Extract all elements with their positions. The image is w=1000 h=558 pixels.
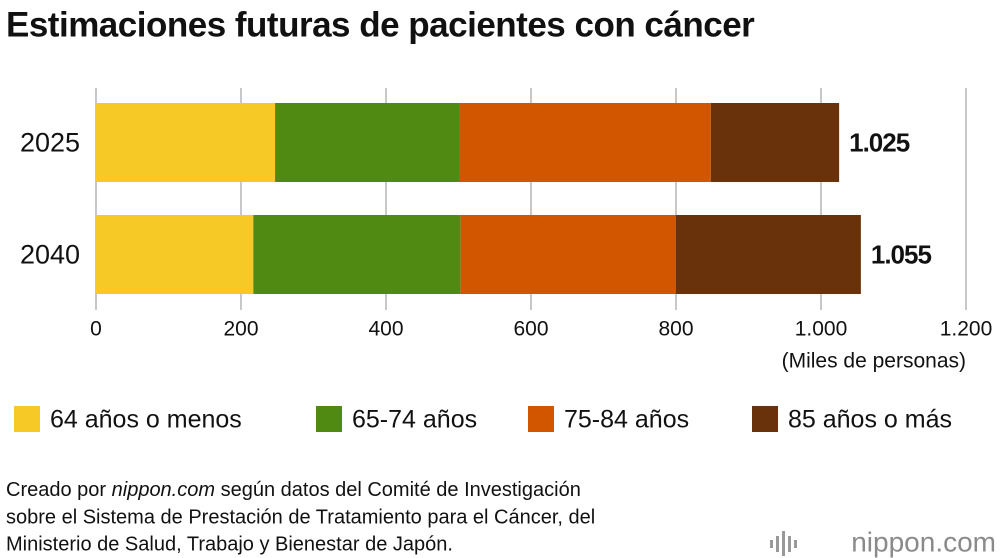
footer-line: sobre el Sistema de Prestación de Tratam… — [6, 506, 595, 528]
bar-segment — [96, 215, 254, 294]
x-axis-label: (Miles de personas) — [782, 350, 966, 373]
footer-text: según datos del Comité de Investigación — [215, 479, 581, 501]
bar-segment — [275, 103, 460, 182]
chart-title: Estimaciones futuras de pacientes con cá… — [6, 5, 755, 44]
bar-segment — [676, 215, 861, 294]
legend-label: 75-84 años — [564, 406, 689, 434]
legend-label: 64 años o menos — [50, 406, 242, 434]
y-tick-label: 2040 — [20, 240, 80, 270]
logo: nippon.com — [851, 526, 996, 557]
x-tick-label: 600 — [513, 318, 548, 341]
bar-segment — [253, 215, 461, 294]
legend-label: 85 años o más — [788, 406, 952, 434]
footer-text: nippon.com — [112, 479, 215, 501]
bar-segment — [710, 103, 840, 182]
footer-line: Creado por nippon.com según datos del Co… — [6, 479, 581, 501]
bar-segment — [96, 103, 276, 182]
x-tick-label: 0 — [90, 318, 102, 341]
bar-segment — [459, 103, 711, 182]
legend-swatch — [14, 406, 40, 432]
x-tick-label: 200 — [223, 318, 258, 341]
footer-text: Creado por — [6, 479, 112, 501]
x-tick-label: 800 — [658, 318, 693, 341]
legend-swatch — [752, 406, 778, 432]
total-label: 1.025 — [849, 127, 910, 157]
total-label: 1.055 — [871, 239, 932, 269]
legend-swatch — [528, 406, 554, 432]
logo-icon — [770, 531, 797, 556]
x-tick-label: 1.000 — [795, 318, 848, 341]
y-tick-label: 2025 — [20, 128, 80, 158]
legend-swatch — [316, 406, 342, 432]
x-tick-label: 400 — [368, 318, 403, 341]
x-tick-label: 1.200 — [940, 318, 993, 341]
footer-line: Ministerio de Salud, Trabajo y Bienestar… — [6, 533, 453, 555]
legend-label: 65-74 años — [352, 406, 477, 434]
bar-segment — [460, 215, 676, 294]
